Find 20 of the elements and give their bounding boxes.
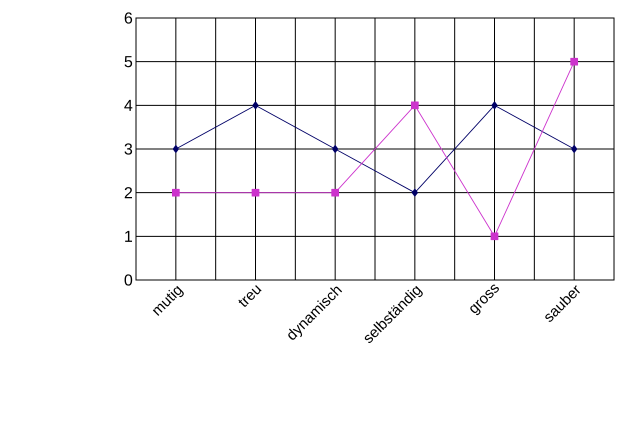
y-tick-label: 4: [124, 100, 132, 111]
y-tick-label: 5: [124, 56, 132, 68]
y-tick-label: 2: [124, 187, 132, 198]
point: [412, 188, 418, 197]
point: [252, 101, 259, 110]
y-tick-label: 0: [124, 274, 132, 286]
point: [332, 144, 338, 154]
y-tick-label: 6: [124, 12, 132, 24]
point: [410, 101, 419, 110]
point: [172, 144, 179, 154]
point: [570, 58, 578, 66]
point: [172, 188, 180, 197]
point: [252, 188, 260, 197]
point: [571, 144, 578, 154]
y-tick-label: 1: [125, 230, 132, 242]
point: [491, 101, 498, 110]
point: [331, 188, 340, 197]
x-tick-label: treu: [238, 285, 262, 307]
y-tick-label: 3: [124, 143, 132, 155]
point: [490, 232, 498, 240]
